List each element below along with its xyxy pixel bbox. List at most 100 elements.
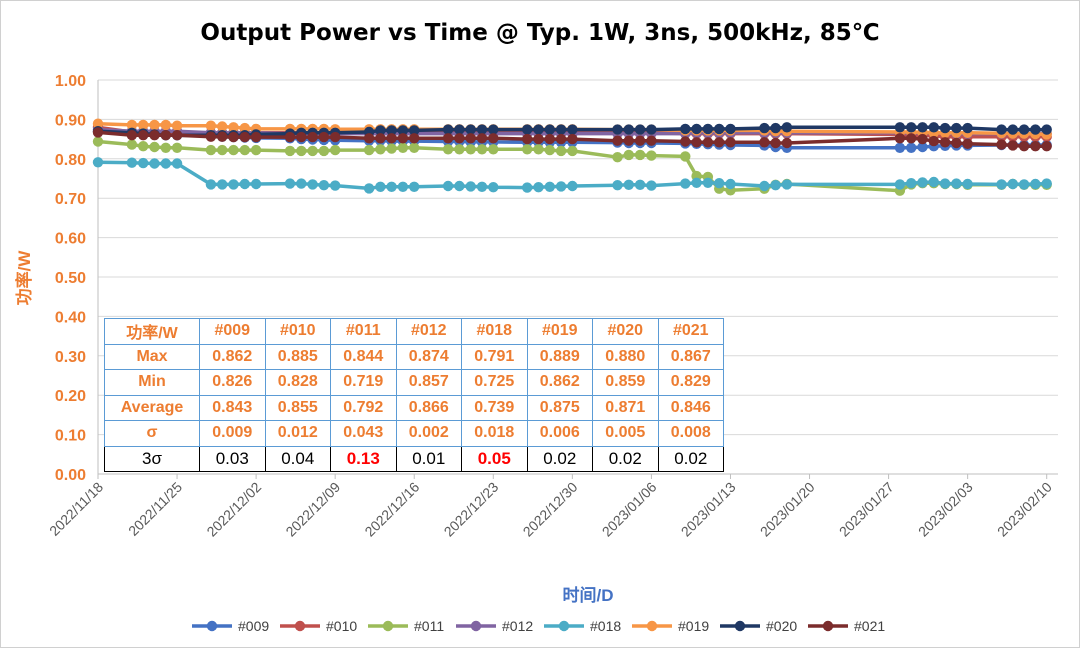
x-tick-label: 2022/12/23 <box>441 479 502 540</box>
data-point <box>363 183 375 194</box>
y-tick-label: 1.00 <box>55 73 86 90</box>
table-cell: 0.857 <box>395 369 462 396</box>
data-point <box>680 136 691 147</box>
data-point <box>228 144 239 156</box>
data-point <box>386 143 397 154</box>
table-cell: 0.862 <box>199 343 266 370</box>
data-point <box>1030 124 1041 135</box>
legend-label: #018 <box>590 618 621 634</box>
table-cell: 0.008 <box>657 420 724 447</box>
data-point <box>634 135 646 146</box>
series-021 <box>92 127 1052 152</box>
data-point <box>1018 124 1030 135</box>
data-point <box>555 124 567 135</box>
data-point <box>928 135 939 147</box>
legend-label: #021 <box>854 618 885 634</box>
data-point <box>962 178 973 190</box>
data-point <box>409 181 420 192</box>
data-point <box>250 144 262 156</box>
data-point <box>691 123 702 135</box>
data-point <box>409 133 420 144</box>
table-cell: 0.826 <box>199 369 266 396</box>
data-point <box>1007 124 1018 135</box>
data-point <box>522 144 533 155</box>
table-cell: 0.791 <box>461 343 528 370</box>
y-tick-label: 0.90 <box>55 112 86 129</box>
table-cell: 0.02 <box>526 445 593 472</box>
data-point <box>951 178 962 189</box>
table-cell: 0.009 <box>199 420 266 447</box>
data-point <box>906 133 917 144</box>
data-point <box>770 122 781 134</box>
legend-marker <box>382 620 394 632</box>
data-point <box>375 144 386 155</box>
data-point <box>330 144 341 156</box>
data-point <box>296 131 307 143</box>
data-point <box>522 133 533 145</box>
data-point <box>702 137 714 148</box>
table-row-label: 3σ <box>104 445 200 472</box>
data-point <box>567 145 578 157</box>
data-point <box>928 122 939 133</box>
data-point <box>363 144 375 156</box>
data-point <box>770 180 781 191</box>
data-point <box>894 179 906 190</box>
table-cell: 0.725 <box>461 369 528 396</box>
data-point <box>1041 124 1052 135</box>
y-tick-label: 0.80 <box>55 152 86 169</box>
y-tick-label: 0.70 <box>55 191 86 208</box>
data-point <box>612 180 623 191</box>
data-point <box>544 144 555 156</box>
data-point <box>442 144 454 155</box>
table-cell: 0.871 <box>592 394 659 421</box>
table-row-label: Average <box>104 394 200 421</box>
data-point <box>533 133 544 145</box>
y-tick-label: 0.20 <box>55 388 86 405</box>
data-point <box>488 124 499 135</box>
data-point <box>409 125 420 136</box>
data-point <box>307 145 318 157</box>
data-point <box>634 124 646 135</box>
data-point <box>488 133 499 144</box>
data-point <box>454 133 465 144</box>
table-header-cell: #018 <box>461 318 528 345</box>
data-point <box>284 145 296 157</box>
data-point <box>205 131 217 142</box>
data-point <box>454 180 465 192</box>
data-point <box>217 131 228 142</box>
data-point <box>465 133 476 144</box>
data-point <box>951 137 962 149</box>
legend-label: #011 <box>414 618 444 634</box>
legend-item-010: #010 <box>280 618 357 634</box>
data-point <box>1030 178 1041 190</box>
data-point <box>465 181 476 192</box>
table-cell: 0.006 <box>526 420 593 447</box>
data-point <box>533 182 544 193</box>
table-cell: 0.05 <box>461 445 528 472</box>
data-point <box>962 122 973 134</box>
table-cell: 0.01 <box>395 445 462 472</box>
data-point <box>759 180 770 192</box>
data-point <box>228 131 239 143</box>
table-row: Min 0.826 0.828 0.719 0.857 0.725 0.862 0.859 0.… <box>104 369 724 396</box>
y-tick-label: 0.00 <box>55 467 86 484</box>
data-point <box>488 144 499 155</box>
x-tick-label: 2022/12/02 <box>203 479 264 540</box>
data-point <box>1041 178 1052 189</box>
data-point <box>781 179 793 190</box>
data-point <box>250 131 262 143</box>
legend-item-019: #019 <box>632 618 709 634</box>
data-point <box>996 139 1007 150</box>
data-point <box>92 127 104 138</box>
data-point <box>138 130 149 141</box>
legend-label: #020 <box>766 618 797 634</box>
data-point <box>612 152 623 163</box>
x-tick-label: 2022/12/09 <box>282 479 343 540</box>
data-point <box>318 131 330 143</box>
data-point <box>465 124 476 135</box>
data-point <box>544 124 555 135</box>
table-header-cell: #021 <box>657 318 724 345</box>
data-point <box>725 137 736 148</box>
data-point <box>612 124 623 135</box>
